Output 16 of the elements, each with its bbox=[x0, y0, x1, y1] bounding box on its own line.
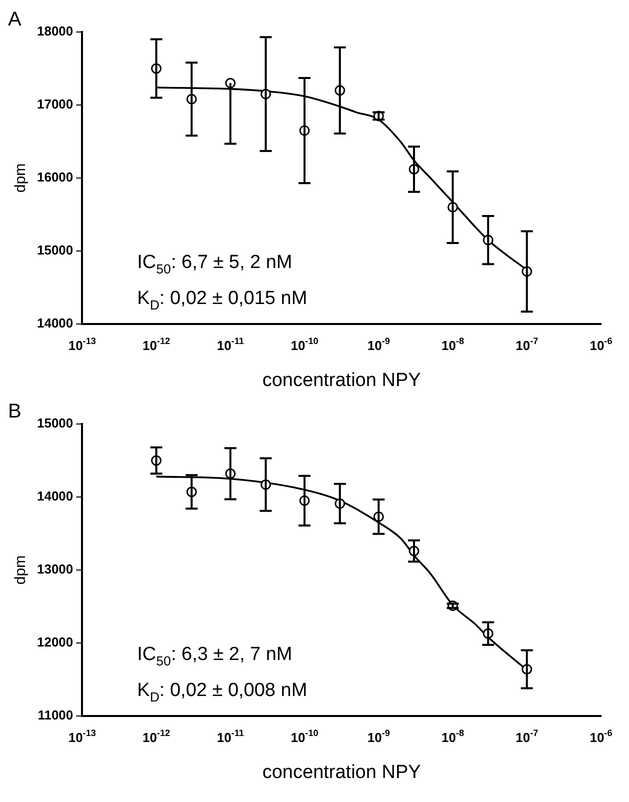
y-tick-label: 13000 bbox=[36, 562, 74, 577]
y-tick-label: 15000 bbox=[36, 242, 74, 258]
y-tick-label: 11000 bbox=[38, 708, 74, 723]
y-tick-label: 15000 bbox=[36, 416, 74, 431]
y-axis-title: dpm bbox=[12, 163, 30, 193]
y-tick-label: 16000 bbox=[36, 170, 74, 185]
y-tick-label: 12000 bbox=[36, 634, 74, 650]
y-axis-title: dpm bbox=[12, 555, 30, 585]
y-tick-label: 14000 bbox=[36, 488, 74, 504]
y-tick-label: 14000 bbox=[36, 316, 74, 331]
x-axis-title: concentration NPY bbox=[262, 762, 422, 783]
chart-title: B bbox=[8, 400, 22, 423]
x-axis-title: concentration NPY bbox=[262, 370, 422, 391]
y-tick-label: 17000 bbox=[36, 96, 74, 112]
y-tick-label: 18000 bbox=[36, 24, 74, 39]
chart-title: A bbox=[8, 8, 22, 31]
